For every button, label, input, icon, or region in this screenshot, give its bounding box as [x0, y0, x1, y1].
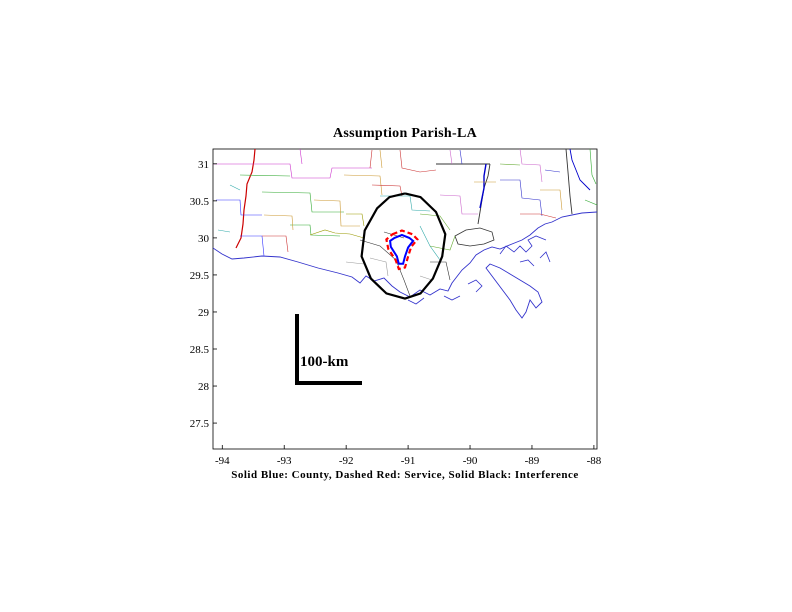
x-tick-label: -92 [339, 455, 354, 467]
x-tick-label: -93 [277, 455, 292, 467]
x-tick-label: -94 [215, 455, 230, 467]
county-outline [389, 233, 415, 265]
map-caption: Solid Blue: County, Dashed Red: Service,… [231, 469, 579, 481]
y-tick-label: 29 [198, 307, 210, 319]
map-title: Assumption Parish-LA [332, 126, 478, 141]
lake-pontchartrain [454, 227, 495, 247]
x-tick-label: -89 [525, 455, 540, 467]
y-tick-label: 30.5 [190, 196, 210, 208]
x-tick-label: -91 [401, 455, 416, 467]
x-axis: -94 -93 -92 -91 -90 -89 -88 [215, 445, 602, 467]
y-tick-label: 27.5 [190, 418, 210, 430]
y-tick-label: 29.5 [190, 270, 210, 282]
interference-contour [360, 192, 447, 300]
parish-boundaries [213, 149, 597, 297]
x-tick-label: -88 [587, 455, 602, 467]
river-alabama [569, 149, 591, 191]
scale-bar-label: 100-km [300, 354, 349, 370]
y-axis: 27.5 28 28.5 29 29.5 30 30.5 31 [190, 159, 217, 430]
scale-bar: 100-km [295, 314, 362, 385]
y-tick-label: 28 [198, 381, 210, 393]
gulf-coastline [213, 211, 597, 298]
service-contour [385, 229, 419, 271]
river-pearl [479, 163, 487, 209]
y-tick-label: 30 [198, 233, 210, 245]
x-tick-label: -90 [463, 455, 478, 467]
coastal-marsh [407, 235, 551, 305]
y-tick-label: 31 [198, 159, 209, 171]
mississippi-delta [485, 263, 543, 319]
y-tick-label: 28.5 [190, 344, 210, 356]
